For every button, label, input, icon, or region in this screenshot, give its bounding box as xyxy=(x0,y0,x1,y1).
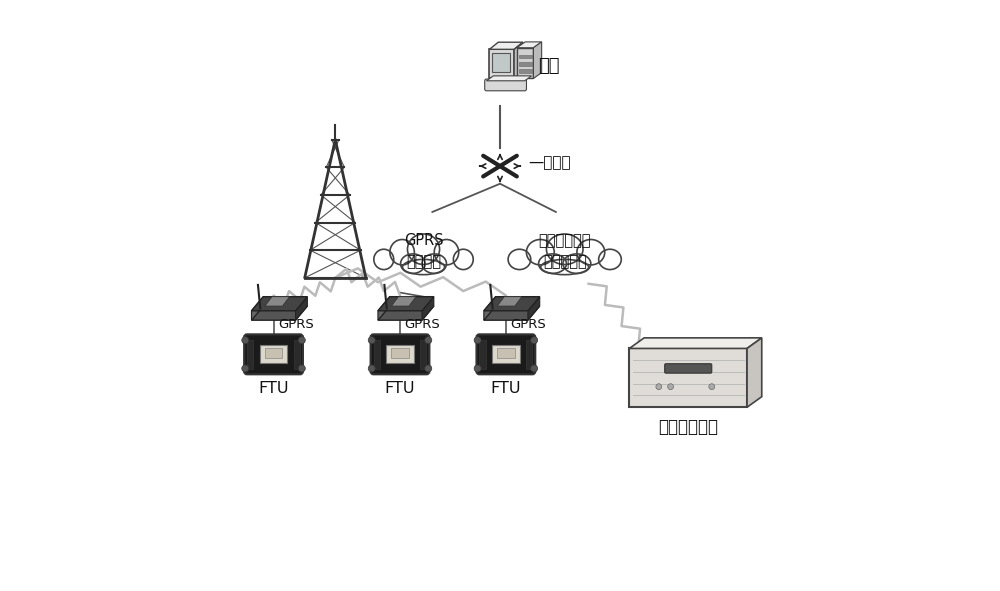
Text: 主站: 主站 xyxy=(538,57,560,75)
Polygon shape xyxy=(391,297,416,306)
Bar xyxy=(374,340,380,369)
Polygon shape xyxy=(528,297,540,320)
Text: 电力光纤专网
等有限网络: 电力光纤专网 等有限网络 xyxy=(538,233,591,269)
Circle shape xyxy=(425,365,432,372)
Text: GPRS: GPRS xyxy=(405,319,440,332)
Ellipse shape xyxy=(541,259,589,275)
Bar xyxy=(519,69,532,73)
Polygon shape xyxy=(533,42,542,79)
Circle shape xyxy=(709,384,715,389)
Circle shape xyxy=(474,365,481,372)
Polygon shape xyxy=(422,297,434,320)
Bar xyxy=(294,340,300,369)
Polygon shape xyxy=(484,297,540,311)
Bar xyxy=(479,340,486,369)
Polygon shape xyxy=(378,297,434,311)
Bar xyxy=(420,340,426,369)
Ellipse shape xyxy=(508,249,531,269)
Ellipse shape xyxy=(599,249,621,269)
Circle shape xyxy=(298,365,305,372)
Bar xyxy=(526,340,532,369)
Bar xyxy=(489,49,514,79)
FancyBboxPatch shape xyxy=(244,335,303,374)
Text: GPRS: GPRS xyxy=(278,319,314,332)
Circle shape xyxy=(368,337,375,344)
Circle shape xyxy=(425,337,432,344)
Circle shape xyxy=(656,384,662,389)
Ellipse shape xyxy=(422,254,446,274)
Polygon shape xyxy=(296,297,307,320)
Polygon shape xyxy=(747,338,762,407)
Circle shape xyxy=(298,337,305,344)
Ellipse shape xyxy=(539,254,566,274)
Bar xyxy=(492,53,510,72)
Ellipse shape xyxy=(546,234,583,265)
Bar xyxy=(519,55,532,59)
Polygon shape xyxy=(251,306,307,320)
Bar xyxy=(492,345,520,362)
Polygon shape xyxy=(629,338,762,349)
Text: FTU: FTU xyxy=(258,381,289,397)
Circle shape xyxy=(242,337,249,344)
FancyBboxPatch shape xyxy=(476,335,535,374)
Bar xyxy=(386,345,414,362)
FancyBboxPatch shape xyxy=(485,79,526,91)
Ellipse shape xyxy=(563,254,591,274)
Bar xyxy=(629,349,747,407)
FancyBboxPatch shape xyxy=(371,335,429,374)
Ellipse shape xyxy=(403,259,445,275)
Text: —路由器: —路由器 xyxy=(528,155,571,171)
Bar xyxy=(497,348,515,358)
Polygon shape xyxy=(251,297,307,311)
Text: FTU: FTU xyxy=(491,381,521,397)
Bar xyxy=(519,62,532,66)
Bar xyxy=(517,48,533,79)
Ellipse shape xyxy=(390,239,414,265)
Polygon shape xyxy=(265,297,290,306)
Text: 站内选线系统: 站内选线系统 xyxy=(658,418,718,436)
Ellipse shape xyxy=(434,239,459,265)
Text: FTU: FTU xyxy=(385,381,415,397)
Polygon shape xyxy=(514,42,523,79)
Circle shape xyxy=(368,365,375,372)
Ellipse shape xyxy=(526,239,554,265)
Polygon shape xyxy=(251,297,263,320)
Circle shape xyxy=(531,337,538,344)
Circle shape xyxy=(531,365,538,372)
Bar xyxy=(247,340,253,369)
Ellipse shape xyxy=(401,254,425,274)
Bar xyxy=(260,345,287,362)
Text: GPRS
无线网络: GPRS 无线网络 xyxy=(404,233,443,269)
FancyBboxPatch shape xyxy=(665,363,712,373)
Bar xyxy=(265,348,282,358)
Text: GPRS: GPRS xyxy=(511,319,546,332)
Circle shape xyxy=(474,337,481,344)
Ellipse shape xyxy=(407,234,440,265)
Polygon shape xyxy=(497,297,522,306)
Polygon shape xyxy=(484,297,496,320)
Bar xyxy=(391,348,409,358)
Ellipse shape xyxy=(577,239,605,265)
Ellipse shape xyxy=(453,249,473,269)
Polygon shape xyxy=(378,306,434,320)
Ellipse shape xyxy=(374,249,394,269)
Polygon shape xyxy=(517,42,542,48)
Polygon shape xyxy=(489,42,523,49)
Polygon shape xyxy=(378,297,390,320)
Polygon shape xyxy=(486,76,532,81)
Circle shape xyxy=(242,365,249,372)
Polygon shape xyxy=(484,306,540,320)
Circle shape xyxy=(668,384,674,389)
